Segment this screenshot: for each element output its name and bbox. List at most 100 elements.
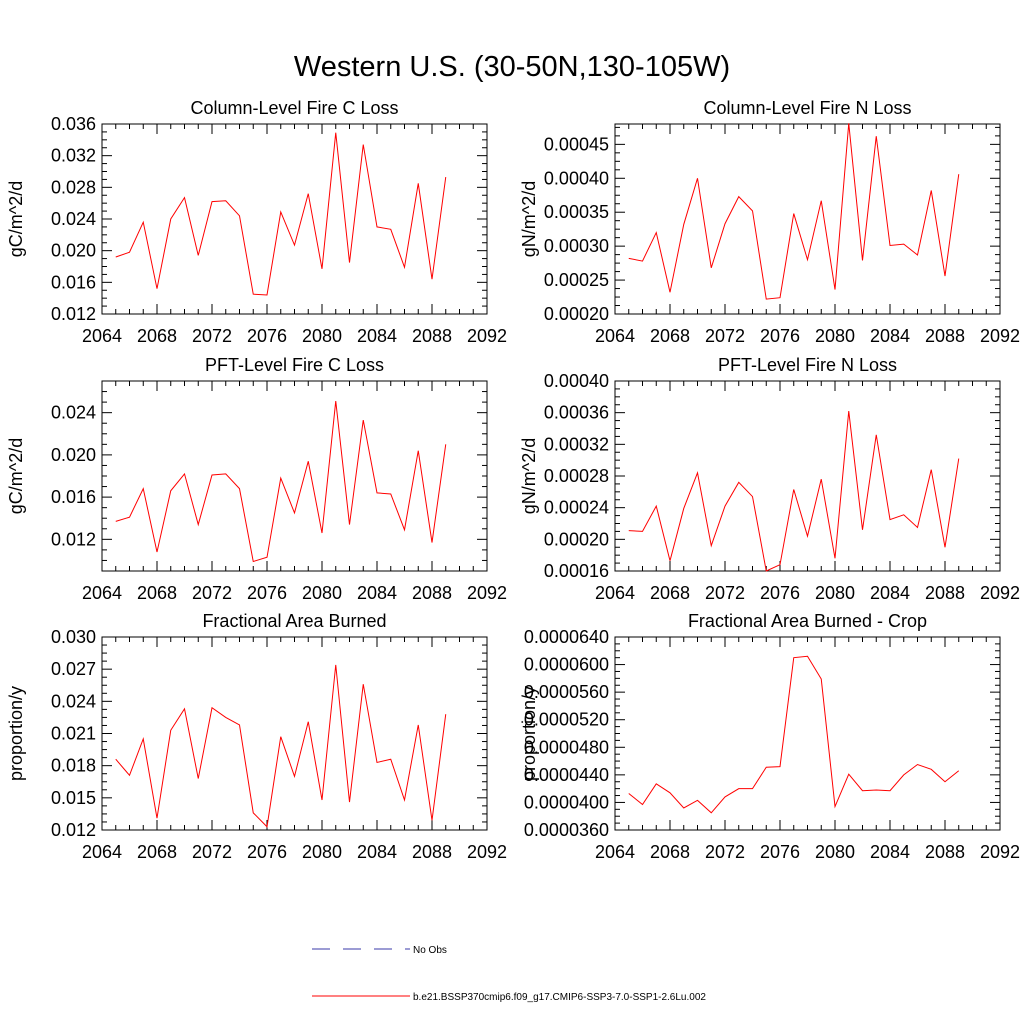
- y-tick-label: 0.015: [51, 788, 96, 808]
- x-tick-label: 2084: [870, 583, 910, 603]
- x-tick-label: 2076: [760, 842, 800, 862]
- x-tick-label: 2064: [595, 842, 635, 862]
- y-tick-label: 0.00035: [544, 202, 609, 222]
- x-tick-label: 2076: [247, 583, 287, 603]
- x-tick-label: 2072: [192, 583, 232, 603]
- y-tick-label: 0.027: [51, 659, 96, 679]
- chart-panel-4: PFT-Level Fire N Loss gN/m^2/d 2064 2068 207…: [519, 355, 1020, 603]
- legend-obs-label: No Obs: [413, 945, 447, 956]
- y-tick-label: 0.00040: [544, 168, 609, 188]
- x-tick-label: 2064: [595, 326, 635, 346]
- x-tick-label: 2064: [82, 842, 122, 862]
- x-tick-label: 2092: [980, 842, 1020, 862]
- y-tick-label: 0.032: [51, 146, 96, 166]
- chart-panel-5: Fractional Area Burned proportion/y 2064 20…: [6, 611, 507, 862]
- panels-group: Column-Level Fire C Loss gC/m^2/d 2064 2068…: [6, 98, 1020, 862]
- x-tick-label: 2072: [192, 326, 232, 346]
- x-tick-label: 2064: [82, 326, 122, 346]
- chart-panel-1: Column-Level Fire C Loss gC/m^2/d 2064 2068…: [6, 98, 507, 346]
- x-tick-label: 2068: [650, 842, 690, 862]
- plot-frame: [101, 380, 488, 572]
- x-tick-label: 2068: [650, 583, 690, 603]
- panel-title: Fractional Area Burned: [202, 611, 386, 631]
- y-tick-label: 0.0000440: [524, 765, 609, 785]
- y-axis-label: gC/m^2/d: [6, 181, 26, 257]
- y-tick-label: 0.00024: [544, 498, 609, 518]
- x-tick-label: 2092: [467, 583, 507, 603]
- y-tick-label: 0.021: [51, 724, 96, 744]
- y-tick-label: 0.012: [51, 304, 96, 324]
- x-tick-label: 2068: [137, 326, 177, 346]
- series-line: [115, 132, 447, 296]
- plot-frame: [614, 380, 1001, 572]
- y-tick-label: 0.024: [51, 403, 96, 423]
- y-tick-label: 0.018: [51, 756, 96, 776]
- x-tick-label: 2088: [925, 842, 965, 862]
- y-tick-label: 0.0000600: [524, 655, 609, 675]
- y-tick-label: 0.0000360: [524, 820, 609, 840]
- x-tick-label: 2080: [815, 842, 855, 862]
- chart-panel-3: PFT-Level Fire C Loss gC/m^2/d 2064 2068 207…: [6, 355, 507, 603]
- y-tick-label: 0.00020: [544, 529, 609, 549]
- x-tick-label: 2088: [412, 326, 452, 346]
- x-tick-label: 2072: [705, 842, 745, 862]
- y-tick-label: 0.00036: [544, 403, 609, 423]
- y-tick-label: 0.00032: [544, 434, 609, 454]
- x-tick-label: 2072: [705, 326, 745, 346]
- plot-frame: [614, 636, 1001, 831]
- legend-model-label: b.e21.BSSP370cmip6.f09_g17.CMIP6-SSP3-7.…: [413, 992, 706, 1003]
- y-tick-label: 0.00020: [544, 304, 609, 324]
- chart-panel-2: Column-Level Fire N Loss gN/m^2/d 2064 2068…: [519, 98, 1020, 346]
- plot-frame: [101, 636, 488, 831]
- y-axis-label: proportion/y: [6, 686, 26, 781]
- x-tick-label: 2076: [760, 583, 800, 603]
- y-tick-label: 0.020: [51, 241, 96, 261]
- y-tick-label: 0.020: [51, 445, 96, 465]
- chart-panel-6: Fractional Area Burned - Crop proportion/…: [519, 611, 1020, 862]
- legend: No Obs b.e21.BSSP370cmip6.f09_g17.CMIP6-…: [312, 945, 706, 1003]
- y-tick-label: 0.00028: [544, 466, 609, 486]
- series-line: [628, 655, 960, 814]
- y-tick-label: 0.016: [51, 487, 96, 507]
- x-tick-label: 2072: [705, 583, 745, 603]
- y-tick-label: 0.0000480: [524, 737, 609, 757]
- x-tick-label: 2080: [302, 842, 342, 862]
- panel-title: PFT-Level Fire N Loss: [718, 355, 897, 375]
- y-tick-label: 0.00045: [544, 134, 609, 154]
- panel-title: Fractional Area Burned - Crop: [688, 611, 927, 631]
- panel-title: Column-Level Fire N Loss: [703, 98, 911, 118]
- y-tick-label: 0.028: [51, 177, 96, 197]
- series-line: [628, 411, 960, 572]
- x-tick-label: 2092: [467, 326, 507, 346]
- x-tick-label: 2080: [302, 326, 342, 346]
- y-tick-label: 0.030: [51, 627, 96, 647]
- y-tick-label: 0.024: [51, 209, 96, 229]
- y-tick-label: 0.036: [51, 114, 96, 134]
- x-tick-label: 2068: [650, 326, 690, 346]
- y-tick-label: 0.00025: [544, 270, 609, 290]
- x-tick-label: 2088: [412, 842, 452, 862]
- x-tick-label: 2092: [467, 842, 507, 862]
- y-tick-label: 0.016: [51, 272, 96, 292]
- x-tick-label: 2076: [760, 326, 800, 346]
- y-tick-label: 0.00016: [544, 561, 609, 581]
- x-tick-label: 2076: [247, 326, 287, 346]
- plot-frame: [614, 123, 1001, 315]
- plot-frame: [101, 123, 488, 315]
- x-tick-label: 2084: [357, 583, 397, 603]
- series-line: [115, 664, 447, 828]
- y-axis-label: proportion/y: [519, 686, 539, 781]
- panel-title: Column-Level Fire C Loss: [190, 98, 398, 118]
- y-tick-label: 0.0000400: [524, 792, 609, 812]
- x-tick-label: 2088: [412, 583, 452, 603]
- series-line: [628, 123, 960, 300]
- x-tick-label: 2076: [247, 842, 287, 862]
- y-axis-label: gN/m^2/d: [519, 181, 539, 257]
- y-axis-label: gN/m^2/d: [519, 438, 539, 514]
- x-tick-label: 2084: [357, 326, 397, 346]
- y-tick-label: 0.0000520: [524, 710, 609, 730]
- x-tick-label: 2064: [595, 583, 635, 603]
- x-tick-label: 2084: [870, 326, 910, 346]
- y-tick-label: 0.00040: [544, 371, 609, 391]
